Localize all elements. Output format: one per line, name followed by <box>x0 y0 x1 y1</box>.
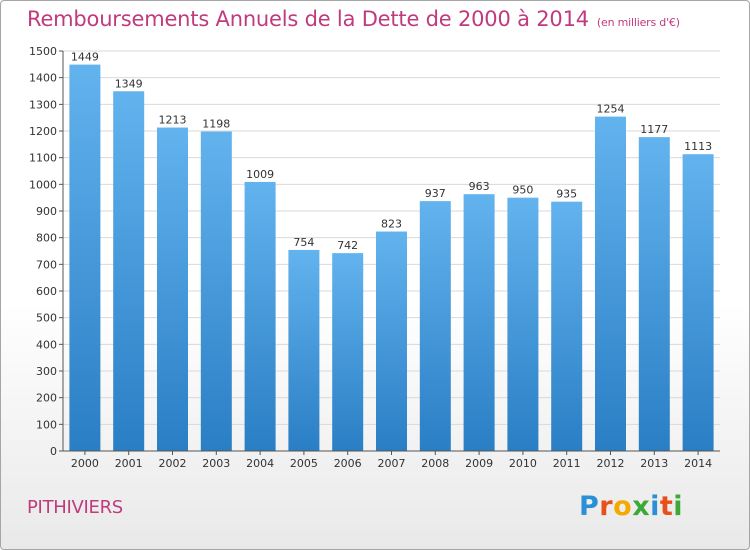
y-tick-label: 500 <box>36 312 57 325</box>
unit-note: (en milliers d'€) <box>596 16 680 29</box>
bar-2001 <box>113 91 145 452</box>
y-tick-label: 400 <box>36 338 57 351</box>
logo-letter: o <box>613 491 633 522</box>
bar-2003 <box>200 131 232 452</box>
y-tick-label: 1200 <box>29 125 57 138</box>
logo-letter: r <box>599 491 614 522</box>
bar-2007 <box>376 231 407 451</box>
x-tick-label-2003: 2003 <box>202 457 230 470</box>
x-tick-label-2012: 2012 <box>597 457 625 470</box>
value-label-2010: 950 <box>512 184 533 197</box>
value-label-2001: 1349 <box>115 77 143 90</box>
value-label-2012: 1254 <box>597 103 625 116</box>
bar-2012 <box>595 116 626 451</box>
bar-2004 <box>244 181 276 451</box>
logo-letter: t <box>659 491 674 522</box>
x-tick-label-2009: 2009 <box>465 457 493 470</box>
y-tick-label: 1300 <box>29 98 57 111</box>
bar-2011 <box>551 201 583 451</box>
title-text: Remboursements Annuels de la Dette de 20… <box>27 7 589 31</box>
bar-2013 <box>638 137 670 451</box>
value-label-2007: 823 <box>381 218 402 231</box>
y-tick-label: 1000 <box>29 178 57 191</box>
value-label-2005: 754 <box>293 236 314 249</box>
bars <box>69 64 714 452</box>
y-tick-label: 600 <box>36 285 57 298</box>
bar-2009 <box>463 194 495 451</box>
y-tick-label: 900 <box>36 205 57 218</box>
bar-2014 <box>682 154 714 451</box>
value-label-2003: 1198 <box>202 118 230 131</box>
value-label-2008: 937 <box>425 187 446 200</box>
value-label-2009: 963 <box>469 180 490 193</box>
x-tick-label-2001: 2001 <box>115 457 143 470</box>
x-tick-label-2007: 2007 <box>378 457 406 470</box>
y-tick-label: 300 <box>36 365 57 378</box>
x-tick-label-2004: 2004 <box>246 457 274 470</box>
commune-name: PITHIVIERS <box>27 497 123 518</box>
bar-2002 <box>157 127 188 452</box>
value-label-2000: 1449 <box>71 51 99 64</box>
bar-2006 <box>332 253 364 451</box>
logo-letter: i <box>650 491 660 522</box>
bar-2010 <box>507 197 539 451</box>
proxiti-logo: Proxiti <box>579 491 683 522</box>
y-tick-label: 800 <box>36 232 57 245</box>
y-tick-label: 0 <box>50 445 57 458</box>
logo-letter: i <box>673 491 684 522</box>
x-tick-label-2013: 2013 <box>640 457 668 470</box>
axes: 0 100 200 300 400 500 600 700 800 900 1000 1100 1200… <box>29 45 720 470</box>
logo-letter: x <box>632 491 651 522</box>
y-tick-label: 200 <box>36 392 57 405</box>
value-label-2002: 1213 <box>159 114 187 127</box>
logo-letter: P <box>579 491 600 522</box>
x-tick-label-2010: 2010 <box>509 457 537 470</box>
x-tick-label-2002: 2002 <box>159 457 187 470</box>
bar-2005 <box>288 249 320 451</box>
x-tick-label-2008: 2008 <box>421 457 449 470</box>
value-label-2011: 935 <box>556 188 577 201</box>
x-tick-label-2011: 2011 <box>553 457 581 470</box>
bar-2008 <box>419 201 451 451</box>
y-tick-label: 1500 <box>29 45 57 58</box>
value-label-2006: 742 <box>337 239 358 252</box>
value-label-2013: 1177 <box>640 123 668 136</box>
y-tick-label: 1400 <box>29 72 57 85</box>
y-tick-label: 1100 <box>29 152 57 165</box>
x-tick-label-2000: 2000 <box>71 457 99 470</box>
value-label-2004: 1009 <box>246 168 274 181</box>
x-tick-label-2006: 2006 <box>334 457 362 470</box>
value-label-2014: 1113 <box>684 140 712 153</box>
y-tick-label: 700 <box>36 258 57 271</box>
x-tick-label-2005: 2005 <box>290 457 318 470</box>
x-tick-label-2014: 2014 <box>684 457 712 470</box>
y-tick-label: 100 <box>36 418 57 431</box>
bar-2000 <box>69 64 101 451</box>
chart-title: Remboursements Annuels de la Dette de 20… <box>27 7 680 31</box>
value-labels: 1449 1349 1213 1198 1009 754 742 823 937 963 950 93… <box>71 51 712 253</box>
